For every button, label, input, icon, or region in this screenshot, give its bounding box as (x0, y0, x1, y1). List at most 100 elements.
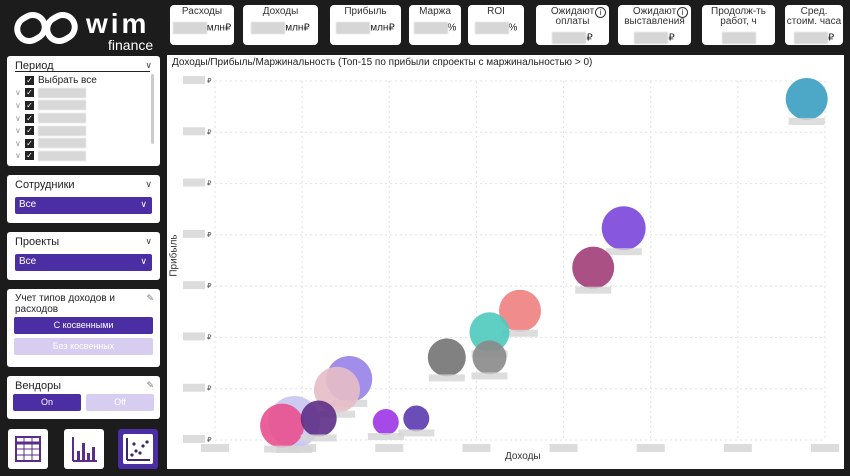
kpi-label: Ожидают выставления (624, 6, 685, 27)
data-point[interactable] (572, 246, 615, 289)
data-point[interactable] (469, 312, 510, 353)
scatter-plot[interactable]: ₽ ₽ ₽ ₽ ₽ ₽ ₽ ₽ (167, 55, 844, 469)
data-point[interactable] (314, 366, 360, 413)
y-tick-label (183, 76, 205, 84)
y-tick-currency: ₽ (207, 129, 212, 136)
data-point-label (398, 429, 435, 437)
pin-icon[interactable]: ✎ (146, 380, 154, 390)
vendors-title: Вендоры (15, 380, 62, 392)
checkbox-icon[interactable]: ✓ (25, 88, 34, 98)
period-row[interactable]: ∨ ✓ (15, 124, 155, 137)
checkbox-icon[interactable]: ✓ (25, 138, 34, 148)
nav-table-button[interactable] (8, 429, 48, 469)
x-tick-label (636, 444, 665, 452)
kpi-label: Расходы (181, 6, 223, 17)
expand-icon[interactable]: ∨ (15, 113, 21, 123)
y-tick-currency: ₽ (207, 437, 212, 444)
data-point[interactable] (472, 340, 507, 375)
data-point-label (264, 445, 301, 453)
kpi-label: Доходы (262, 6, 299, 17)
y-tick-label (183, 332, 205, 341)
kpi-value-blur (793, 32, 828, 44)
nav-scatter-chart-button[interactable] (118, 429, 158, 469)
data-point-label (788, 117, 825, 125)
data-point-label (502, 329, 538, 337)
nav-bar-chart-button[interactable] (64, 429, 104, 469)
expand-icon[interactable]: ∨ (15, 88, 21, 98)
kpi-unit: % (508, 22, 518, 34)
employees-dropdown[interactable]: Все ∨ (15, 197, 152, 214)
period-label (38, 150, 86, 161)
kpi-value: ₽ (618, 32, 691, 44)
employees-value: Все (19, 199, 37, 210)
kpi-label: Маржа (419, 6, 451, 17)
data-point[interactable] (785, 77, 828, 120)
period-row[interactable]: ∨ ✓ (15, 150, 155, 163)
data-point[interactable] (372, 409, 399, 436)
kpi-unit: ₽ (827, 32, 835, 44)
expand-icon[interactable]: ∨ (15, 100, 21, 110)
y-tick-label (183, 383, 205, 392)
expand-icon[interactable]: ∨ (15, 126, 21, 136)
kpi-value-blur (413, 22, 448, 34)
kpi-value: % (409, 22, 461, 34)
period-label (38, 100, 86, 111)
kpi-unit: млн₽ (370, 22, 395, 34)
with-indirect-button[interactable]: С косвенными (14, 317, 153, 334)
y-tick-label (183, 229, 205, 238)
period-row[interactable]: ∨ ✓ (15, 87, 155, 100)
projects-dropdown[interactable]: Все ∨ (15, 254, 152, 271)
x-tick-label (811, 444, 839, 452)
kpi-label: Прибыль (344, 6, 387, 17)
income-types-filter: Учет типов доходов и расходов ✎ С косвен… (7, 289, 160, 367)
data-point[interactable] (427, 338, 466, 377)
y-tick-currency: ₽ (207, 78, 212, 85)
brand-sub: finance (108, 37, 154, 53)
data-point[interactable] (260, 403, 305, 448)
chevron-down-icon[interactable]: ∨ (145, 236, 152, 246)
info-icon[interactable]: i (595, 7, 606, 18)
chevron-down-icon: ∨ (140, 256, 147, 266)
projects-title: Проекты (15, 236, 60, 248)
info-icon[interactable]: i (677, 7, 688, 18)
kpi-value-blur (634, 32, 669, 44)
vendors-off-button[interactable]: Off (86, 394, 154, 411)
data-point-label (367, 433, 404, 441)
projects-value: Все (19, 256, 37, 267)
select-all-row[interactable]: ✓ Выбрать все (15, 74, 155, 87)
period-label (38, 87, 86, 98)
kpi-value-blur (474, 22, 509, 34)
checkbox-icon[interactable]: ✓ (25, 113, 34, 123)
checkbox-icon[interactable]: ✓ (25, 100, 34, 110)
x-tick-label (201, 444, 229, 452)
scatter-chart-icon (123, 434, 153, 464)
pin-icon[interactable]: ✎ (146, 293, 154, 303)
checkbox-icon[interactable]: ✓ (25, 151, 34, 161)
y-tick-currency: ₽ (207, 181, 212, 188)
kpi-unit: млн₽ (206, 22, 232, 34)
checkbox-icon[interactable]: ✓ (25, 126, 34, 136)
period-row[interactable]: ∨ ✓ (15, 137, 155, 150)
data-point[interactable] (499, 289, 541, 332)
data-point-label (319, 410, 355, 418)
data-point[interactable] (300, 400, 337, 437)
period-row[interactable]: ∨ ✓ (15, 112, 155, 125)
data-point[interactable] (601, 206, 646, 251)
vendors-on-button[interactable]: On (13, 394, 81, 411)
expand-icon[interactable]: ∨ (15, 138, 21, 148)
kpi-card: Продолж-ть работ, ч (702, 5, 775, 45)
expand-icon[interactable]: ∨ (15, 151, 21, 161)
data-point[interactable] (403, 405, 430, 432)
without-indirect-button[interactable]: Без косвенных (14, 338, 153, 355)
checkbox-icon[interactable]: ✓ (25, 75, 34, 85)
scatter-chart-panel: Доходы/Прибыль/Маржинальность (Топ-15 по… (167, 55, 844, 469)
chevron-down-icon[interactable]: ∨ (145, 60, 152, 70)
select-all-label: Выбрать все (38, 74, 97, 86)
period-row[interactable]: ∨ ✓ (15, 99, 155, 112)
kpi-card: Прибыль млн₽ (330, 5, 401, 45)
chevron-down-icon[interactable]: ∨ (145, 179, 152, 189)
scrollbar[interactable] (151, 74, 154, 144)
x-axis-label: Доходы (505, 451, 541, 462)
kpi-card: Сред. стоим. часа ₽ (785, 5, 843, 45)
y-tick-currency: ₽ (207, 386, 212, 393)
